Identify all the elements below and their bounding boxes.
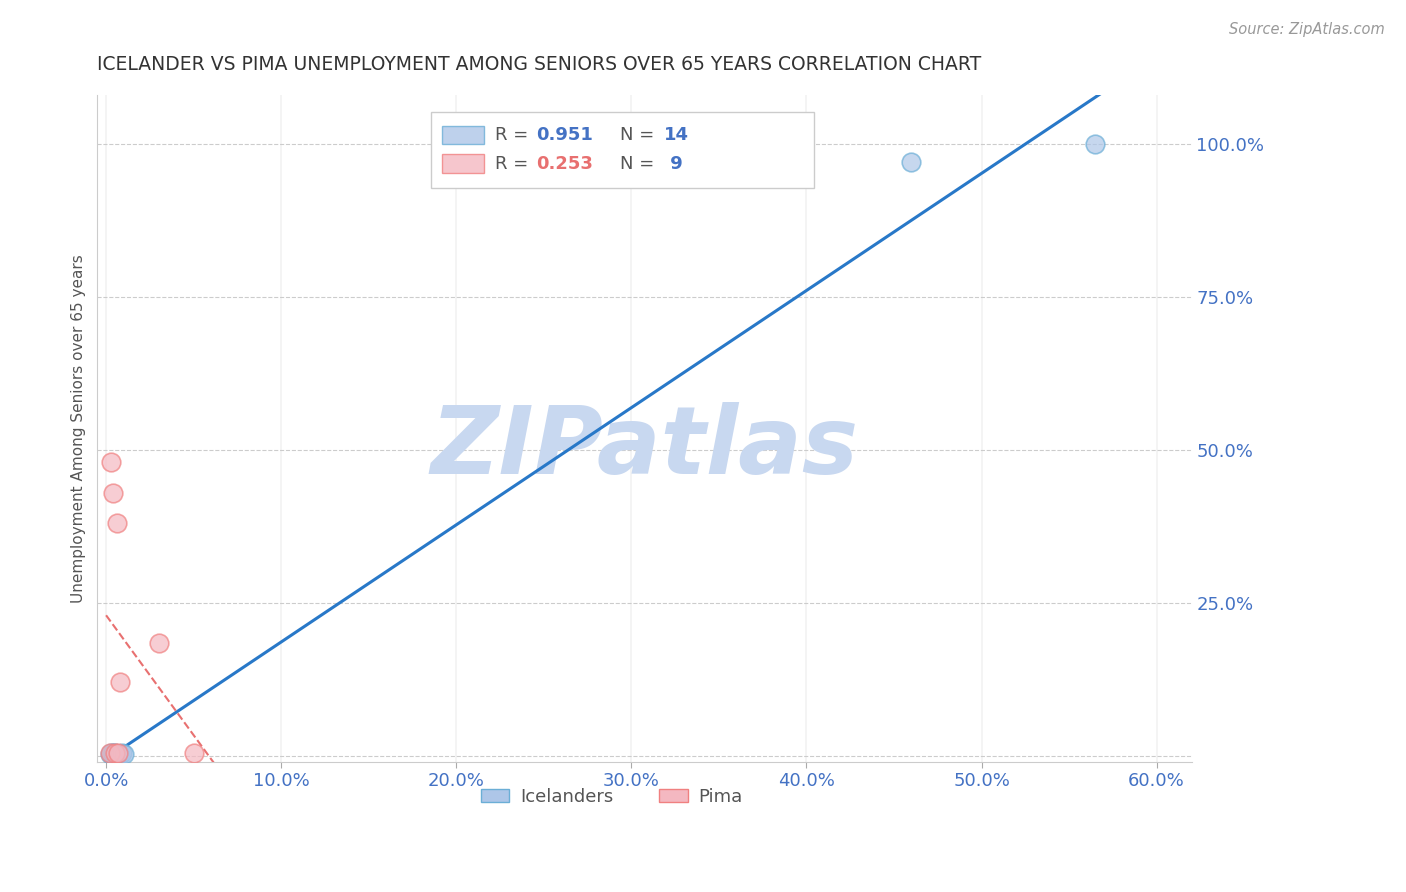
Point <box>107 747 129 761</box>
Text: R =: R = <box>495 155 533 173</box>
Point <box>100 747 122 762</box>
Point <box>98 746 121 760</box>
Point <box>105 516 128 531</box>
Point <box>108 675 131 690</box>
Point <box>100 746 122 760</box>
Point <box>111 746 134 760</box>
Bar <box>441 154 484 173</box>
Text: 0.951: 0.951 <box>536 126 593 145</box>
Text: Source: ZipAtlas.com: Source: ZipAtlas.com <box>1229 22 1385 37</box>
Point <box>183 746 205 760</box>
Text: R =: R = <box>495 126 533 145</box>
Point <box>104 746 127 760</box>
Point <box>1084 137 1107 152</box>
Point <box>101 746 124 760</box>
Bar <box>432 112 814 188</box>
Point <box>104 746 127 760</box>
Point <box>98 747 121 761</box>
Point <box>900 155 922 169</box>
Point <box>101 485 124 500</box>
Y-axis label: Unemployment Among Seniors over 65 years: Unemployment Among Seniors over 65 years <box>72 254 86 603</box>
Point <box>104 747 127 761</box>
Text: ZIPatlas: ZIPatlas <box>430 402 859 494</box>
Legend: Icelanders, Pima: Icelanders, Pima <box>474 780 749 813</box>
Point <box>101 747 124 761</box>
Text: 9: 9 <box>664 155 683 173</box>
Point <box>107 746 129 760</box>
Text: N =: N = <box>620 155 661 173</box>
Text: N =: N = <box>620 126 661 145</box>
Text: 0.253: 0.253 <box>536 155 593 173</box>
Point <box>148 635 170 649</box>
Text: ICELANDER VS PIMA UNEMPLOYMENT AMONG SENIORS OVER 65 YEARS CORRELATION CHART: ICELANDER VS PIMA UNEMPLOYMENT AMONG SEN… <box>97 55 981 74</box>
Point <box>100 455 122 469</box>
Point <box>108 747 131 761</box>
Text: 14: 14 <box>664 126 689 145</box>
Point <box>105 747 128 761</box>
Point <box>112 747 135 761</box>
Bar <box>441 126 484 145</box>
